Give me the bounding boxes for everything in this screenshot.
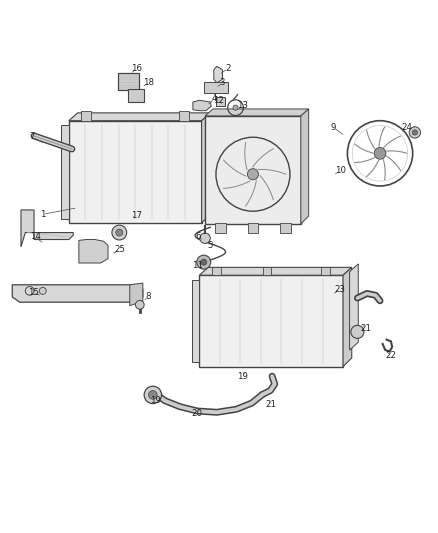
Text: 17: 17 <box>131 211 142 220</box>
Text: 23: 23 <box>335 285 346 294</box>
Text: 21: 21 <box>360 324 371 333</box>
Polygon shape <box>193 100 211 111</box>
Polygon shape <box>214 66 223 83</box>
Text: 19: 19 <box>151 396 161 405</box>
Text: 6: 6 <box>196 232 201 241</box>
Text: 13: 13 <box>237 101 248 110</box>
Circle shape <box>233 105 238 110</box>
Text: 2: 2 <box>225 64 230 73</box>
Bar <box>280 223 291 233</box>
Text: 12: 12 <box>213 96 225 105</box>
Bar <box>262 266 271 275</box>
Circle shape <box>200 233 210 244</box>
Bar <box>127 89 144 102</box>
Circle shape <box>148 391 157 399</box>
Circle shape <box>197 255 211 269</box>
Bar <box>69 120 201 223</box>
Polygon shape <box>301 109 309 224</box>
Bar <box>321 266 330 275</box>
Text: 10: 10 <box>336 166 346 175</box>
Bar <box>205 116 301 224</box>
Bar <box>215 223 226 233</box>
Polygon shape <box>69 113 210 120</box>
Circle shape <box>135 301 144 309</box>
Text: 16: 16 <box>131 64 142 73</box>
Text: 24: 24 <box>402 123 413 132</box>
Bar <box>118 73 139 90</box>
Bar <box>199 275 343 367</box>
Polygon shape <box>61 125 69 219</box>
Polygon shape <box>205 109 309 116</box>
Bar <box>179 111 189 120</box>
Text: 8: 8 <box>146 293 151 302</box>
Bar <box>215 97 225 107</box>
Circle shape <box>39 287 46 294</box>
Text: 20: 20 <box>192 409 203 418</box>
Circle shape <box>351 325 364 338</box>
Text: 4: 4 <box>212 94 217 103</box>
Circle shape <box>112 225 127 240</box>
Circle shape <box>201 259 207 265</box>
Text: 11: 11 <box>192 261 203 270</box>
Circle shape <box>247 168 258 180</box>
Text: 15: 15 <box>28 288 39 297</box>
Polygon shape <box>191 279 199 362</box>
Bar <box>248 223 258 233</box>
Text: 21: 21 <box>266 400 277 409</box>
Text: 18: 18 <box>143 78 154 87</box>
Text: 9: 9 <box>330 123 336 132</box>
Circle shape <box>374 148 386 159</box>
Text: 5: 5 <box>208 241 213 250</box>
Circle shape <box>412 130 417 135</box>
Polygon shape <box>350 264 358 350</box>
Polygon shape <box>79 239 108 263</box>
Text: 22: 22 <box>385 351 396 360</box>
Polygon shape <box>12 285 143 302</box>
Polygon shape <box>201 113 210 223</box>
Polygon shape <box>208 117 217 212</box>
Polygon shape <box>21 210 73 247</box>
Polygon shape <box>130 283 143 305</box>
Circle shape <box>116 229 123 236</box>
Text: 7: 7 <box>29 132 35 141</box>
Polygon shape <box>199 268 352 275</box>
Circle shape <box>409 127 420 138</box>
Text: 1: 1 <box>40 210 46 219</box>
Bar <box>204 83 228 93</box>
Bar <box>81 111 92 120</box>
Bar <box>212 266 221 275</box>
Text: 14: 14 <box>30 232 41 241</box>
Circle shape <box>144 386 162 403</box>
Text: 3: 3 <box>220 78 225 87</box>
Text: 25: 25 <box>114 246 125 254</box>
Text: 19: 19 <box>237 372 248 381</box>
Polygon shape <box>343 268 352 367</box>
